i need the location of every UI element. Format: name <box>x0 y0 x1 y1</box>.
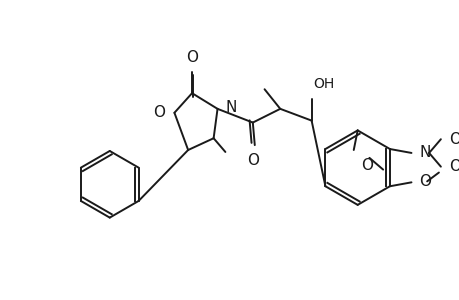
Text: O: O <box>185 50 198 65</box>
Text: O: O <box>448 132 459 147</box>
Text: O: O <box>153 105 165 120</box>
Text: N: N <box>225 100 236 116</box>
Text: N: N <box>419 146 430 160</box>
Text: O: O <box>246 153 258 168</box>
Text: O: O <box>419 174 431 189</box>
Text: OH: OH <box>313 77 334 91</box>
Text: O: O <box>361 158 373 173</box>
Text: O: O <box>448 159 459 174</box>
